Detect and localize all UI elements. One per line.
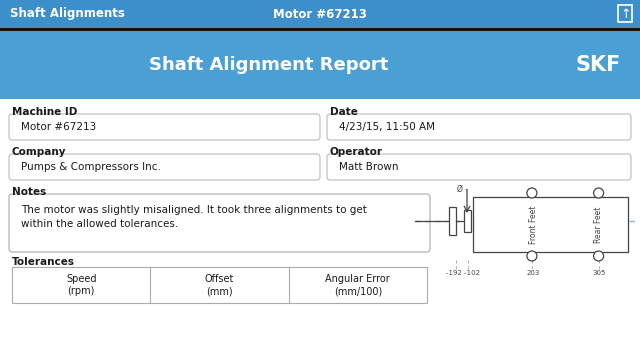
Text: Machine ID: Machine ID — [12, 107, 77, 117]
Text: Notes: Notes — [12, 187, 46, 197]
Bar — [473, 197, 628, 252]
Circle shape — [527, 251, 537, 261]
Bar — [0, 31, 640, 99]
Text: Front Feet: Front Feet — [529, 205, 538, 244]
Text: Offset
(mm): Offset (mm) — [205, 274, 234, 296]
Text: Angular Error
(mm/100): Angular Error (mm/100) — [326, 274, 390, 296]
Bar — [12, 267, 427, 303]
Bar — [464, 210, 471, 232]
Text: The motor was slightly misaligned. It took three alignments to get
within the al: The motor was slightly misaligned. It to… — [21, 205, 367, 229]
FancyBboxPatch shape — [9, 114, 320, 140]
Bar — [0, 0, 640, 28]
Text: Company: Company — [12, 147, 67, 157]
Text: 4/23/15, 11:50 AM: 4/23/15, 11:50 AM — [339, 122, 435, 132]
Text: Shaft Alignment Report: Shaft Alignment Report — [149, 56, 388, 74]
Circle shape — [594, 251, 604, 261]
Text: -192 -102: -192 -102 — [446, 270, 480, 276]
FancyBboxPatch shape — [9, 194, 430, 252]
Text: 203: 203 — [527, 270, 540, 276]
Text: Speed
(rpm): Speed (rpm) — [66, 274, 97, 296]
FancyBboxPatch shape — [9, 154, 320, 180]
Bar — [0, 28, 640, 31]
Text: Shaft Alignments: Shaft Alignments — [10, 8, 125, 21]
Text: Ø -: Ø - — [457, 185, 468, 194]
Bar — [449, 207, 456, 235]
Circle shape — [527, 188, 537, 198]
Text: Matt Brown: Matt Brown — [339, 162, 399, 172]
Circle shape — [594, 188, 604, 198]
Text: ↑: ↑ — [621, 8, 631, 21]
Text: 305: 305 — [593, 270, 606, 276]
FancyBboxPatch shape — [327, 154, 631, 180]
Text: Tolerances: Tolerances — [12, 257, 75, 267]
Text: Rear Feet: Rear Feet — [594, 206, 603, 243]
FancyBboxPatch shape — [327, 114, 631, 140]
Text: Operator: Operator — [330, 147, 383, 157]
Text: Pumps & Compressors Inc.: Pumps & Compressors Inc. — [21, 162, 161, 172]
Bar — [0, 99, 640, 360]
Text: Date: Date — [330, 107, 358, 117]
Text: Motor #67213: Motor #67213 — [273, 8, 367, 21]
Text: Motor #67213: Motor #67213 — [21, 122, 96, 132]
Text: SKF: SKF — [575, 55, 621, 75]
